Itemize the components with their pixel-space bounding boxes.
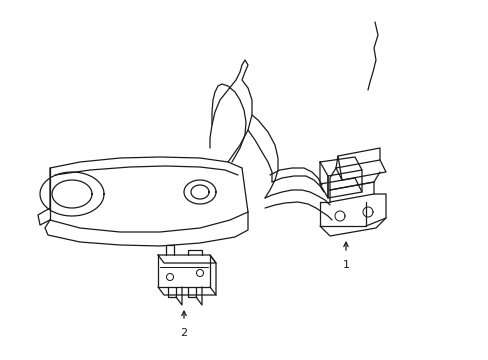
Text: 2: 2 — [180, 328, 187, 338]
Text: 1: 1 — [342, 260, 349, 270]
